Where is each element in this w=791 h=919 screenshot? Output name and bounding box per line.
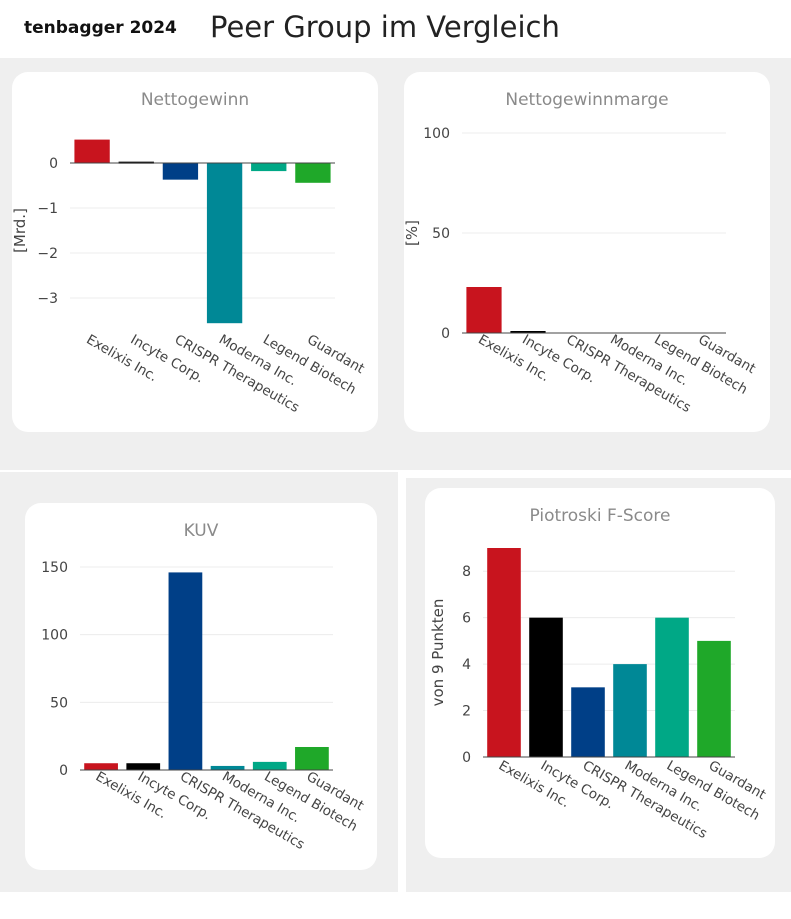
bar-crispr-therapeutics (162, 163, 199, 180)
bar-moderna-inc- (210, 765, 245, 770)
bar-moderna-inc- (206, 163, 243, 324)
y-tick-label: 6 (462, 611, 471, 627)
bar-exelixis-inc- (84, 763, 118, 770)
chart-title: KUV (183, 521, 219, 541)
y-tick-label: 150 (41, 560, 68, 576)
bar-exelixis-inc- (466, 287, 502, 333)
chart-title: Nettogewinnmarge (505, 90, 669, 110)
y-axis-label: [%] (404, 220, 421, 246)
bar-guardant (697, 640, 731, 757)
chart-card-nettogewinn: Nettogewinn 0 −1 −2 −3 Exelixis Inc. Incyte C… (12, 72, 378, 432)
y-tick-label: −3 (37, 291, 58, 307)
bar-guardant (295, 163, 331, 183)
y-tick-label: −2 (37, 246, 58, 262)
bar-incyte-corp- (529, 617, 563, 757)
y-tick-label: 0 (49, 156, 58, 172)
brand-logo: tenbagger 2024 (8, 8, 198, 48)
chart-card-piotroski: Piotroski F-Score 0 2 4 6 8 Exelixis Inc. Incy… (425, 488, 775, 858)
y-tick-label: 4 (462, 657, 471, 673)
chart-card-nettogewinnmarge: Nettogewinnmarge 0 50 100 Exelixis Inc. Incy… (404, 72, 770, 432)
bar-legend-biotech (252, 761, 287, 770)
bar-exelixis-inc- (487, 548, 521, 757)
bar-incyte-corp- (126, 763, 161, 770)
y-tick-label: 2 (462, 704, 471, 720)
y-axis-label: [Mrd.] (12, 208, 29, 253)
bar-crispr-therapeutics (168, 572, 203, 770)
chart-card-kuv: KUV 0 50 100 150 Exelixis Inc. Incyte Corp. CR… (25, 503, 377, 870)
y-tick-label: 8 (462, 564, 471, 580)
y-axis-label: von 9 Punkten (429, 599, 447, 707)
bar-guardant (295, 746, 329, 770)
bar-legend-biotech (655, 617, 689, 757)
chart-title: Piotroski F-Score (529, 506, 671, 526)
y-tick-label: 0 (462, 750, 471, 766)
y-tick-label: 0 (441, 326, 450, 342)
y-tick-label: 50 (432, 226, 450, 242)
page-title: Peer Group im Vergleich (210, 10, 560, 44)
chart-title: Nettogewinn (140, 90, 250, 110)
y-tick-label: 100 (423, 126, 450, 142)
y-tick-label: −1 (37, 201, 58, 217)
bar-exelixis-inc- (74, 139, 110, 163)
y-tick-label: 50 (50, 695, 68, 711)
bar-incyte-corp- (510, 331, 546, 333)
bar-legend-biotech (251, 163, 287, 172)
bar-moderna-inc- (613, 664, 647, 757)
bar-crispr-therapeutics (571, 687, 605, 757)
y-tick-label: 0 (59, 763, 68, 779)
y-tick-label: 100 (41, 628, 68, 644)
